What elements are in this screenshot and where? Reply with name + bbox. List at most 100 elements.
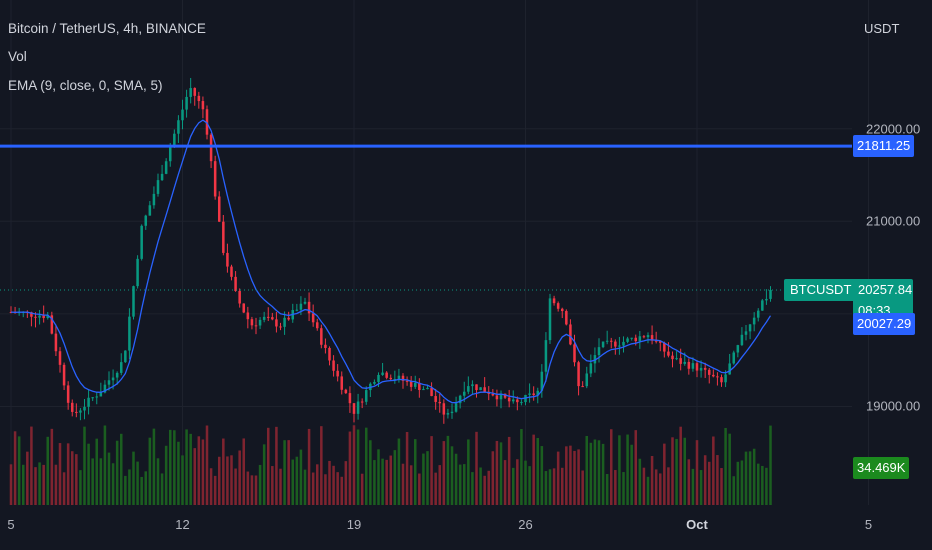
volume-bar bbox=[450, 446, 454, 505]
candle-body bbox=[593, 355, 597, 364]
candle-body bbox=[30, 312, 33, 317]
candle-body bbox=[565, 311, 568, 325]
volume-bar bbox=[336, 472, 339, 505]
volume-bar bbox=[569, 445, 572, 505]
volume-bar bbox=[107, 452, 111, 505]
candle-body bbox=[732, 352, 736, 364]
candle-body bbox=[205, 109, 209, 135]
volume-bar bbox=[556, 451, 560, 505]
volume-bar bbox=[679, 426, 682, 505]
volume-bar bbox=[30, 426, 33, 505]
volume-bar bbox=[442, 441, 446, 505]
candle-body bbox=[91, 397, 94, 399]
ema-price-badge: 20027.29 bbox=[853, 313, 916, 336]
candle-body bbox=[177, 120, 180, 134]
candle-body bbox=[234, 276, 237, 291]
volume-bar bbox=[328, 460, 331, 505]
candle-body bbox=[654, 340, 658, 342]
candle-body bbox=[720, 377, 723, 383]
volume-legend[interactable]: Vol bbox=[8, 49, 27, 64]
volume-bar bbox=[609, 429, 613, 505]
candle-body bbox=[642, 336, 646, 338]
candle-body bbox=[503, 393, 507, 398]
volume-bar bbox=[283, 440, 286, 505]
volume-bar bbox=[540, 446, 544, 505]
volume-bar bbox=[454, 453, 458, 505]
volume-bar bbox=[144, 471, 148, 505]
volume-bar bbox=[148, 437, 152, 505]
volume-bar bbox=[695, 440, 699, 505]
candle-body bbox=[552, 298, 556, 304]
volume-bar bbox=[136, 461, 139, 505]
candle-body bbox=[160, 173, 164, 181]
candle-body bbox=[381, 372, 384, 375]
volume-bar bbox=[581, 470, 584, 505]
volume-bar bbox=[50, 428, 54, 505]
volume-bar bbox=[311, 472, 315, 505]
candle-body bbox=[173, 133, 176, 147]
volume-bar bbox=[364, 427, 368, 505]
volume-bar bbox=[483, 475, 486, 505]
candle-body bbox=[679, 358, 682, 364]
candle-body bbox=[769, 289, 772, 299]
volume-bar bbox=[119, 433, 123, 505]
volume-bar bbox=[548, 469, 552, 505]
candle-body bbox=[511, 399, 515, 402]
volume-bar bbox=[124, 475, 127, 505]
volume-bar bbox=[724, 427, 727, 505]
candle-body bbox=[548, 298, 552, 341]
volume-bar bbox=[552, 468, 556, 505]
candle-body bbox=[471, 384, 474, 387]
ema-legend[interactable]: EMA (9, close, 0, SMA, 5) bbox=[8, 78, 163, 93]
y-tick-label-3: 22000.00 bbox=[866, 121, 921, 137]
candle-body bbox=[752, 317, 756, 325]
volume-bar bbox=[103, 425, 107, 505]
candle-body bbox=[42, 315, 45, 319]
volume-bar bbox=[238, 450, 241, 505]
volume-bar bbox=[189, 433, 192, 505]
candle-body bbox=[132, 286, 135, 317]
candle-body bbox=[507, 397, 511, 402]
volume-bar bbox=[128, 469, 131, 505]
candle-body bbox=[83, 406, 86, 411]
candle-body bbox=[422, 389, 425, 391]
candle-body bbox=[491, 393, 495, 396]
volume-bar bbox=[422, 453, 425, 505]
volume-bar bbox=[622, 472, 625, 505]
chart-title[interactable]: Bitcoin / TetherUS, 4h, BINANCE bbox=[8, 21, 206, 36]
volume-bar bbox=[393, 450, 397, 505]
volume-bar bbox=[332, 465, 335, 505]
volume-bar bbox=[601, 443, 605, 505]
volume-bar bbox=[242, 438, 246, 505]
candle-body bbox=[663, 342, 666, 352]
volume-bar bbox=[756, 463, 760, 505]
volume-bar bbox=[740, 460, 744, 505]
volume-bar bbox=[226, 456, 229, 505]
volume-bar bbox=[663, 443, 666, 505]
candle-body bbox=[54, 333, 58, 352]
candle-body bbox=[315, 322, 319, 329]
volume-bar bbox=[356, 429, 360, 505]
candle-body bbox=[152, 193, 156, 206]
candle-body bbox=[536, 390, 540, 396]
volume-bar bbox=[618, 435, 621, 505]
volume-bar bbox=[707, 461, 711, 505]
candle-body bbox=[242, 303, 246, 313]
volume-bar bbox=[638, 458, 642, 505]
volume-bar bbox=[160, 473, 164, 505]
candle-body bbox=[736, 345, 740, 353]
candle-body bbox=[756, 310, 760, 318]
volume-bar bbox=[279, 468, 282, 505]
candle-body bbox=[283, 317, 286, 327]
volume-bar bbox=[95, 438, 99, 505]
volume-bar bbox=[389, 455, 393, 505]
x-tick-label-1: 12 bbox=[175, 517, 190, 532]
volume-bar bbox=[34, 467, 37, 505]
candle-body bbox=[495, 395, 499, 400]
volume-bar bbox=[79, 470, 82, 505]
volume-bar bbox=[418, 473, 421, 505]
candle-body bbox=[262, 316, 266, 320]
candle-body bbox=[675, 358, 678, 360]
volume-bar bbox=[38, 462, 41, 505]
